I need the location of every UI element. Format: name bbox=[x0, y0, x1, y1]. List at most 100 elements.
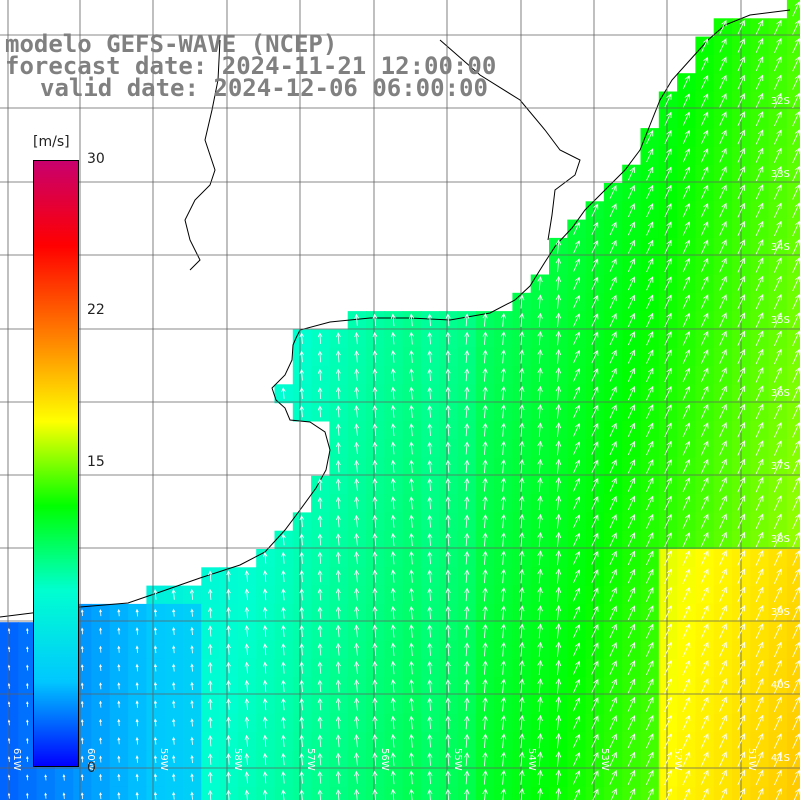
wind-arrow bbox=[153, 608, 158, 617]
wind-arrow bbox=[117, 609, 121, 617]
wind-arrow bbox=[390, 642, 396, 656]
wind-arrow bbox=[464, 569, 470, 583]
wind-arrow bbox=[719, 586, 727, 603]
wind-arrow bbox=[190, 699, 194, 709]
wind-arrow bbox=[609, 404, 617, 419]
wind-arrow bbox=[482, 605, 488, 620]
lon-label: 59W bbox=[158, 748, 169, 771]
wind-arrow bbox=[390, 496, 396, 510]
wind-arrow bbox=[281, 643, 286, 656]
wind-arrow bbox=[262, 661, 268, 674]
wind-arrow bbox=[190, 754, 194, 764]
wind-arrow bbox=[774, 476, 782, 493]
wind-arrow bbox=[26, 701, 29, 708]
wind-arrow bbox=[482, 770, 488, 785]
wind-arrow bbox=[627, 605, 636, 621]
wind-arrow bbox=[774, 696, 782, 712]
wind-arrow bbox=[627, 422, 635, 437]
wind-arrow bbox=[646, 385, 654, 401]
wind-arrow bbox=[99, 773, 102, 781]
wind-arrow bbox=[26, 646, 29, 653]
wind-arrow bbox=[537, 294, 543, 309]
wind-arrow bbox=[627, 459, 635, 474]
wind-arrow bbox=[700, 458, 709, 474]
wind-arrow bbox=[573, 550, 580, 565]
wind-arrow bbox=[537, 605, 543, 621]
colorbar-tick-min: 0 bbox=[87, 760, 96, 776]
wind-arrow bbox=[646, 605, 654, 621]
wind-arrow bbox=[627, 660, 636, 675]
wind-arrow bbox=[317, 569, 323, 583]
wind-arrow bbox=[354, 551, 360, 565]
wind-arrow bbox=[464, 550, 470, 565]
wind-arrow bbox=[354, 624, 360, 638]
wind-cell bbox=[786, 73, 800, 93]
wind-arrow bbox=[464, 313, 470, 327]
wind-cell bbox=[36, 786, 56, 800]
wind-arrow bbox=[591, 605, 599, 620]
wind-arrow bbox=[372, 459, 378, 473]
wind-arrow bbox=[757, 787, 764, 800]
wind-arrow bbox=[609, 276, 617, 291]
wind-arrow bbox=[80, 792, 84, 800]
wind-arrow bbox=[427, 459, 433, 473]
wind-arrow bbox=[172, 645, 176, 654]
wind-arrow bbox=[719, 641, 727, 658]
wind-arrow bbox=[445, 660, 451, 675]
wind-arrow bbox=[299, 716, 305, 729]
wind-arrow bbox=[482, 623, 488, 639]
wind-arrow bbox=[591, 751, 599, 767]
wind-arrow bbox=[738, 787, 746, 800]
wind-cell bbox=[786, 237, 800, 257]
wind-arrow bbox=[719, 513, 727, 529]
wind-arrow bbox=[591, 367, 599, 382]
wind-arrow bbox=[190, 736, 194, 745]
wind-arrow bbox=[719, 568, 727, 584]
wind-arrow bbox=[645, 751, 654, 767]
wind-arrow bbox=[755, 568, 764, 584]
wind-arrow bbox=[244, 698, 250, 711]
wind-arrow bbox=[555, 404, 562, 419]
wind-arrow bbox=[792, 1, 800, 17]
wind-arrow bbox=[519, 404, 525, 419]
wind-arrow bbox=[409, 569, 415, 583]
wind-arrow bbox=[427, 788, 433, 800]
wind-arrow bbox=[555, 239, 562, 254]
wind-arrow bbox=[682, 586, 691, 603]
wind-arrow bbox=[117, 792, 121, 800]
wind-arrow bbox=[518, 532, 525, 547]
wind-arrow bbox=[591, 331, 599, 346]
wind-arrow bbox=[737, 641, 746, 658]
wind-arrow bbox=[390, 697, 396, 711]
wind-arrow bbox=[719, 531, 727, 548]
wind-arrow bbox=[664, 93, 672, 108]
wind-arrow bbox=[646, 331, 654, 346]
wind-arrow bbox=[719, 93, 727, 108]
model-title: modelo GEFS-WAVE (NCEP) bbox=[5, 30, 338, 58]
wind-arrow bbox=[627, 440, 635, 456]
wind-arrow bbox=[737, 202, 745, 218]
wind-arrow bbox=[519, 312, 525, 327]
wind-arrow bbox=[755, 531, 764, 548]
wind-arrow bbox=[555, 440, 562, 456]
wind-arrow bbox=[445, 551, 451, 565]
wind-arrow bbox=[390, 313, 396, 327]
wind-arrow bbox=[409, 423, 415, 437]
wind-arrow bbox=[354, 441, 360, 455]
wind-arrow bbox=[427, 697, 433, 711]
wind-arrow bbox=[500, 788, 507, 800]
wind-arrow bbox=[555, 696, 562, 712]
wind-arrow bbox=[172, 663, 176, 672]
wind-arrow bbox=[7, 774, 11, 781]
wind-arrow bbox=[682, 385, 690, 401]
wind-arrow bbox=[792, 92, 800, 108]
lon-label: 58W bbox=[232, 748, 243, 771]
wind-arrow bbox=[755, 220, 764, 236]
lon-label: 60W bbox=[85, 748, 96, 771]
wind-arrow bbox=[719, 458, 727, 474]
wind-arrow bbox=[719, 422, 727, 438]
wind-arrow bbox=[317, 642, 323, 656]
wind-arrow bbox=[445, 496, 451, 510]
wind-arrow bbox=[372, 587, 378, 601]
wind-arrow bbox=[482, 313, 488, 327]
